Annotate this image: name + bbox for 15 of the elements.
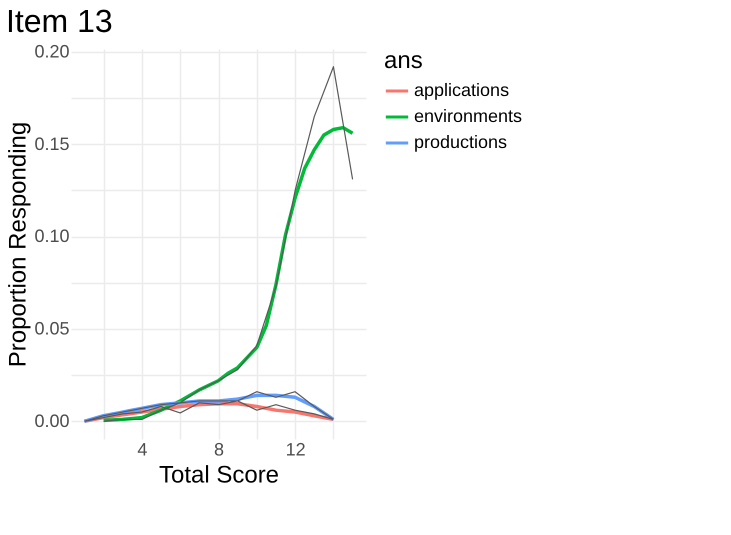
legend-title: ans xyxy=(384,47,423,74)
x-tick-label: 4 xyxy=(137,440,148,460)
x-tick-label: 12 xyxy=(286,440,306,460)
y-tick-label: 0.05 xyxy=(34,318,70,338)
x-axis-title: Total Score xyxy=(158,462,280,488)
x-tick-label: 8 xyxy=(214,440,224,460)
y-tick-label: 0.20 xyxy=(34,41,70,62)
legend-label: environments xyxy=(414,106,522,126)
y-axis-title: Proportion Responding xyxy=(4,122,32,368)
legend-label: productions xyxy=(414,132,508,152)
legend-label: applications xyxy=(414,80,510,100)
y-tick-label: 0.10 xyxy=(34,226,70,246)
y-tick-label: 0.00 xyxy=(34,410,70,431)
y-tick-label: 0.15 xyxy=(34,134,70,154)
chart-title: Item 13 xyxy=(6,2,113,39)
